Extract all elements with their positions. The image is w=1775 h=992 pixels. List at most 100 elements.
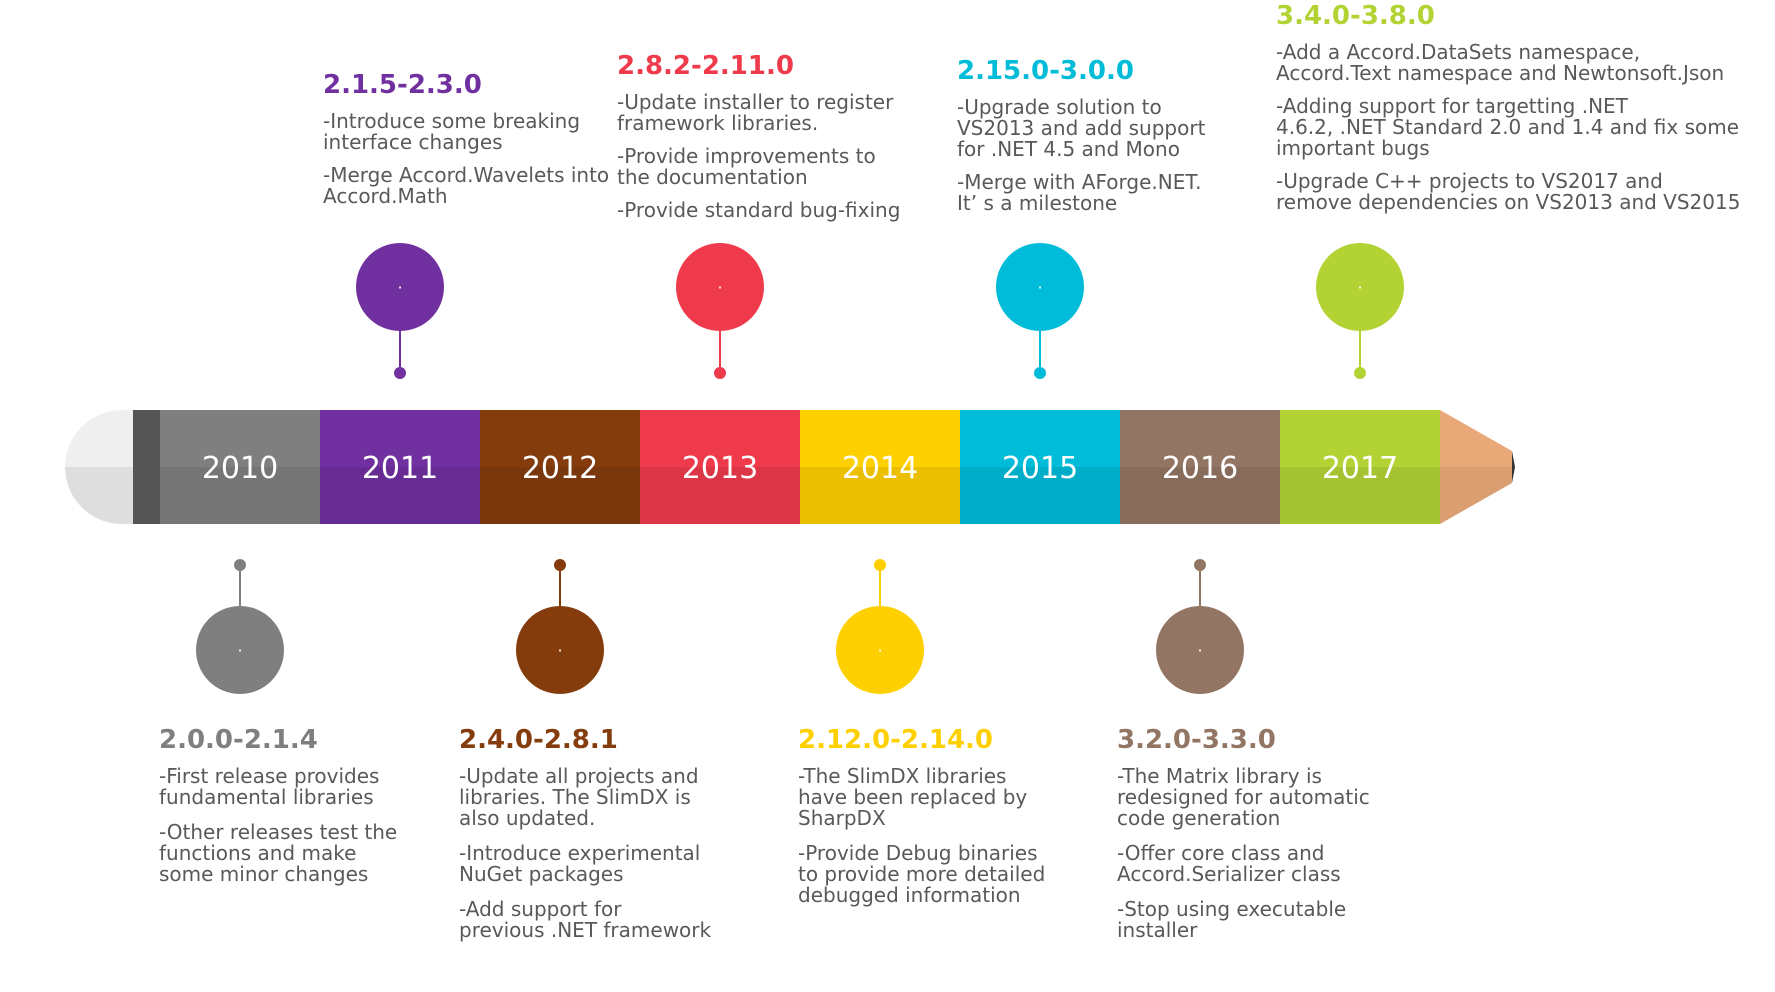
change-note: -Add a Accord.DataSets namespace, Accord… (1276, 40, 1725, 85)
version-range: 2.8.2-2.11.0 (617, 51, 794, 81)
year-label: 2015 (1002, 451, 1078, 486)
connector-dot (714, 367, 726, 379)
year-label: 2011 (362, 451, 438, 486)
version-range: 2.12.0-2.14.0 (798, 725, 994, 755)
version-range: 3.2.0-3.3.0 (1117, 725, 1276, 755)
milestone-info-2012: 2.4.0-2.8.1 -Update all projects and libr… (459, 724, 711, 955)
version-range: 2.15.0-3.0.0 (957, 56, 1134, 86)
milestone-bubble-text: · (237, 641, 242, 660)
milestone-marker-2014: · (836, 559, 924, 694)
milestone-bubble (836, 606, 924, 694)
change-note: -Other releases test the functions and m… (159, 820, 398, 886)
change-note: -Adding support for targetting .NET 4.6.… (1276, 94, 1740, 160)
year-segment-2017: 2017 (1280, 410, 1440, 524)
milestone-bubble-text: · (877, 641, 882, 660)
milestone-info-2011: 2.1.5-2.3.0 -Introduce some breaking inte… (323, 69, 609, 219)
pencil-body: 2010 2011 2012 2013 2014 2015 2016 2017 (160, 410, 1440, 524)
year-segment-shade (160, 410, 320, 524)
version-range: 2.4.0-2.8.1 (459, 725, 618, 755)
year-segment-2016: 2016 (1120, 410, 1280, 524)
milestone-bubble-text: · (1197, 641, 1202, 660)
milestone-marker-2015: · (996, 243, 1084, 379)
year-segment-shade (320, 410, 480, 524)
change-note: -Offer core class and Accord.Serializer … (1117, 841, 1341, 886)
connector-dot (554, 559, 566, 571)
year-segment-shade (1280, 410, 1440, 524)
milestone-connectors: · · · · · · · · (196, 243, 1404, 694)
eraser-top (65, 410, 133, 467)
year-segment-2014: 2014 (800, 410, 960, 524)
milestone-marker-2016: · (1156, 559, 1244, 694)
change-note: -Introduce some breaking interface chang… (323, 109, 581, 154)
milestone-info-2015: 2.15.0-3.0.0 -Upgrade solution to VS2013 … (957, 55, 1205, 226)
year-segment-2012: 2012 (480, 410, 640, 524)
connector-dot (234, 559, 246, 571)
change-note: -The Matrix library is redesigned for au… (1117, 764, 1370, 830)
ferrule (133, 410, 160, 524)
change-note: -Merge Accord.Wavelets into Accord.Math (323, 163, 610, 208)
pencil-wood (1440, 410, 1512, 524)
connector-dot (874, 559, 886, 571)
year-segment-2013: 2013 (640, 410, 800, 524)
year-label: 2016 (1162, 451, 1238, 486)
year-label: 2014 (842, 451, 918, 486)
milestone-bubble-text: · (717, 278, 722, 297)
milestone-bubble-text: · (1037, 278, 1042, 297)
change-note: -Update all projects and libraries. The … (459, 764, 699, 830)
milestone-info-2017: 3.4.0-3.8.0 -Add a Accord.DataSets namesp… (1276, 0, 1740, 225)
eraser-bottom (65, 467, 133, 524)
milestone-bubble (356, 243, 444, 331)
change-note: -Provide standard bug-fixing (617, 198, 901, 222)
connector-dot (1354, 367, 1366, 379)
change-note: -Upgrade C++ projects to VS2017 and remo… (1276, 169, 1741, 214)
milestone-marker-2013: · (676, 243, 764, 379)
pencil-wood-shade (1440, 467, 1512, 524)
year-segment-shade (960, 410, 1120, 524)
milestone-marker-2017: · (1316, 243, 1404, 379)
milestone-bubble (196, 606, 284, 694)
milestone-marker-2011: · (356, 243, 444, 379)
connector-dot (1034, 367, 1046, 379)
pencil-eraser (65, 410, 160, 524)
version-range: 3.4.0-3.8.0 (1276, 1, 1435, 31)
pencil-lead (1512, 451, 1515, 483)
milestone-bubble (1316, 243, 1404, 331)
change-note: -Merge with AForge.NET. It’ s a mileston… (957, 170, 1202, 215)
milestone-bubble-text: · (1357, 278, 1362, 297)
year-segment-shade (480, 410, 640, 524)
milestone-marker-2010: · (196, 559, 284, 694)
change-note: -Provide Debug binaries to provide more … (798, 841, 1046, 907)
connector-dot (1194, 559, 1206, 571)
milestone-marker-2012: · (516, 559, 604, 694)
version-range: 2.0.0-2.1.4 (159, 725, 318, 755)
milestone-bubble (516, 606, 604, 694)
milestone-bubble (676, 243, 764, 331)
year-label: 2012 (522, 451, 598, 486)
change-note: -First release provides fundamental libr… (159, 764, 380, 809)
year-segment-2011: 2011 (320, 410, 480, 524)
milestone-bubble-text: · (557, 641, 562, 660)
change-note: -Introduce experimental NuGet packages (459, 841, 701, 886)
year-segment-shade (1120, 410, 1280, 524)
milestone-bubble (1156, 606, 1244, 694)
change-note: -The SlimDX libraries have been replaced… (798, 764, 1028, 830)
year-label: 2010 (202, 451, 278, 486)
milestone-bubble-text: · (397, 278, 402, 297)
milestone-info-2010: 2.0.0-2.1.4 -First release provides funda… (159, 724, 397, 899)
change-note: -Add support for previous .NET framework (459, 897, 712, 942)
year-segment-2010: 2010 (160, 410, 320, 524)
year-segment-shade (640, 410, 800, 524)
year-segment-2015: 2015 (960, 410, 1120, 524)
change-note: -Provide improvements to the documentati… (617, 144, 876, 189)
year-label: 2013 (682, 451, 758, 486)
year-label: 2017 (1322, 451, 1398, 486)
year-segment-shade (800, 410, 960, 524)
version-range: 2.1.5-2.3.0 (323, 70, 482, 100)
milestone-info-2014: 2.12.0-2.14.0 -The SlimDX libraries have … (798, 724, 1045, 920)
pencil-tip (1440, 410, 1515, 524)
milestone-bubble (996, 243, 1084, 331)
change-note: -Stop using executable installer (1117, 897, 1347, 942)
change-note: -Update installer to register framework … (617, 90, 894, 135)
